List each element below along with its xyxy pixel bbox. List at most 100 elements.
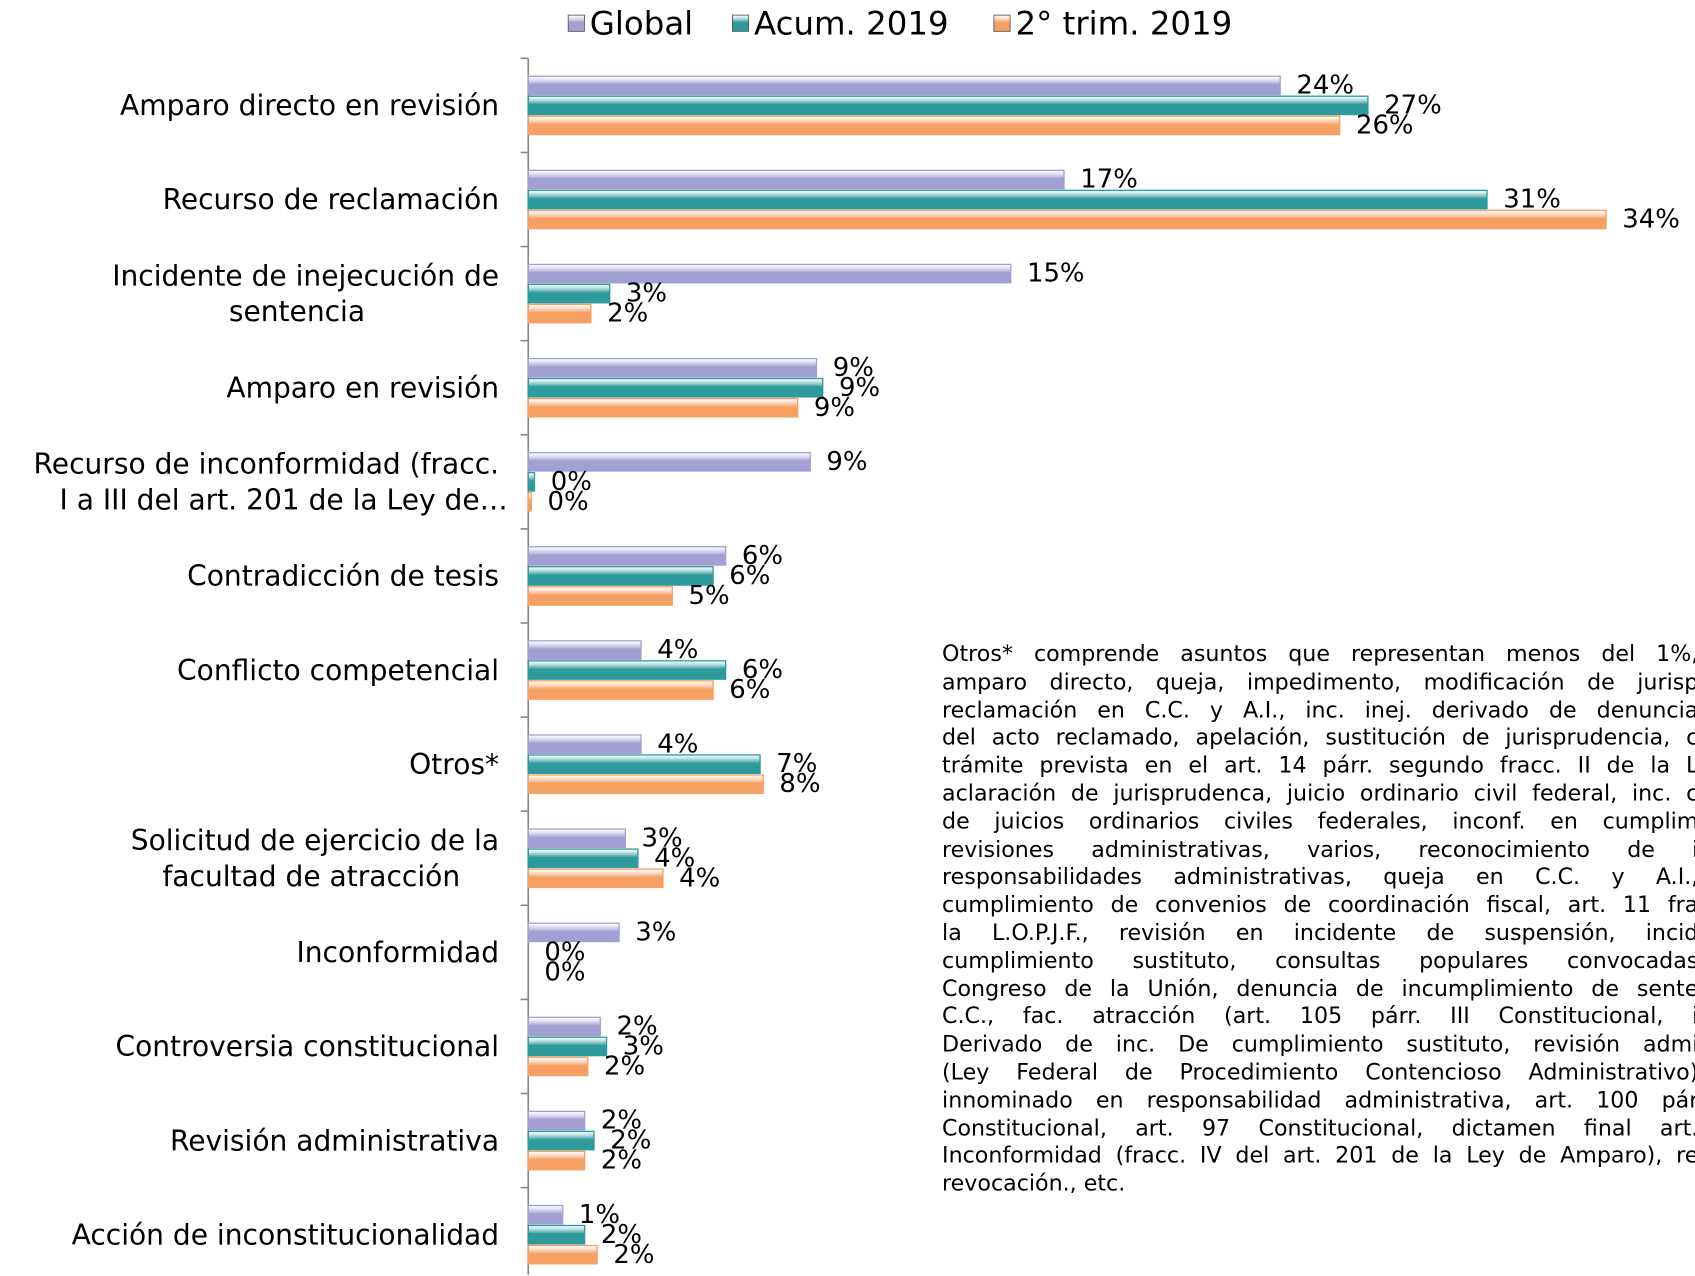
data-label: 31% bbox=[1503, 185, 1561, 215]
data-label: 3% bbox=[623, 1032, 664, 1062]
note-line: amparo directo, queja, impedimento, modi… bbox=[942, 668, 1695, 695]
bar bbox=[527, 1110, 586, 1131]
note-line: Constitucional, art. 97 Constitucional, … bbox=[942, 1114, 1695, 1141]
data-label: 17% bbox=[1080, 165, 1138, 195]
bar bbox=[527, 868, 664, 889]
note-line: cumplimiento de convenios de coordinació… bbox=[942, 891, 1695, 918]
note-line: aclaración de jurisprudenca, juicio ordi… bbox=[942, 780, 1695, 806]
data-label: 4% bbox=[657, 635, 698, 665]
bar bbox=[527, 922, 620, 943]
bar bbox=[527, 1224, 586, 1245]
legend-swatch bbox=[993, 14, 1011, 32]
data-label: 6% bbox=[742, 541, 783, 571]
data-label: 7% bbox=[776, 749, 817, 779]
category-label: Revisión administrativa bbox=[170, 1124, 499, 1157]
legend-label: Global bbox=[590, 5, 693, 43]
bar bbox=[527, 848, 639, 869]
bar bbox=[527, 377, 824, 398]
data-label: 24% bbox=[1296, 71, 1354, 101]
bar bbox=[527, 263, 1012, 284]
data-label: 9% bbox=[833, 353, 874, 383]
bar bbox=[527, 95, 1369, 116]
note-line: reclamación en C.C. y A.I., inc. inej. d… bbox=[942, 696, 1695, 723]
bar bbox=[527, 1244, 598, 1265]
data-label: 2% bbox=[601, 1220, 642, 1250]
data-label: 3% bbox=[642, 823, 683, 853]
data-label: 15% bbox=[1027, 259, 1085, 289]
data-label: 0% bbox=[551, 467, 592, 497]
note-line: (Ley Federal de Procedimiento Contencios… bbox=[942, 1058, 1695, 1085]
note-line: revocación., etc. bbox=[942, 1170, 1126, 1197]
data-label: 2% bbox=[601, 1106, 642, 1136]
bar bbox=[527, 1016, 601, 1037]
data-label: 26% bbox=[1356, 110, 1414, 140]
bar bbox=[527, 303, 592, 324]
note-line: de juicios ordinarios civiles federales,… bbox=[942, 807, 1695, 834]
bar bbox=[527, 680, 714, 700]
bar bbox=[527, 754, 761, 774]
note-box: Otros* comprende asuntos que representan… bbox=[942, 641, 1695, 1198]
note-line: la L.O.P.J.F., revisión en incidente de … bbox=[942, 919, 1695, 946]
note-line: responsabilidades administrativas, queja… bbox=[942, 863, 1695, 890]
data-label: 27% bbox=[1384, 91, 1442, 121]
data-label: 0% bbox=[544, 957, 585, 987]
bar bbox=[527, 1036, 608, 1057]
data-label: 2% bbox=[613, 1240, 654, 1270]
note-line: Derivado de inc. De cumplimiento sustitu… bbox=[942, 1030, 1695, 1057]
note-line: Congreso de la Unión, denuncia de incump… bbox=[942, 975, 1695, 1002]
bar bbox=[527, 397, 799, 418]
category-label: Amparo directo en revisión bbox=[120, 89, 499, 122]
note-line: trámite prevista en el art. 14 párr. seg… bbox=[942, 752, 1695, 779]
bar bbox=[527, 546, 727, 566]
data-label: 5% bbox=[689, 581, 730, 611]
bar bbox=[527, 586, 674, 606]
data-label: 2% bbox=[604, 1052, 645, 1082]
note-line: Otros* comprende asuntos que representan… bbox=[942, 640, 1695, 667]
bar bbox=[527, 75, 1281, 96]
bar bbox=[527, 660, 727, 680]
category-label: Solicitud de ejercicio de la facultad de … bbox=[131, 824, 499, 893]
bar bbox=[527, 209, 1607, 230]
note-line: C.C., fac. atracción (art. 105 párr. III… bbox=[942, 1003, 1695, 1029]
data-label: 34% bbox=[1622, 205, 1680, 235]
legend-label: Acum. 2019 bbox=[754, 5, 949, 43]
category-label: Inconformidad bbox=[296, 936, 499, 969]
legend-swatch bbox=[567, 14, 585, 32]
bar bbox=[527, 1056, 589, 1077]
data-label: 6% bbox=[742, 655, 783, 685]
data-label: 6% bbox=[729, 561, 770, 591]
note-line: Inconformidad (fracc. IV del art. 201 de… bbox=[942, 1142, 1695, 1169]
legend-swatch bbox=[732, 14, 750, 32]
bar bbox=[527, 491, 533, 512]
bar bbox=[527, 734, 642, 754]
bar bbox=[527, 774, 764, 794]
bar bbox=[527, 169, 1065, 190]
category-label: Conflicto competencial bbox=[177, 654, 499, 687]
bar bbox=[527, 1130, 595, 1151]
bar bbox=[527, 1150, 586, 1171]
data-label: 4% bbox=[679, 863, 720, 893]
note-line: revisiones administrativas, varios, reco… bbox=[942, 835, 1695, 862]
data-label: 2% bbox=[610, 1126, 651, 1156]
note-line: del acto reclamado, apelación, sustituci… bbox=[942, 724, 1695, 751]
data-label: 3% bbox=[635, 917, 676, 947]
note: Otros* comprende asuntos que representan… bbox=[942, 641, 1695, 1198]
data-label: 2% bbox=[607, 299, 648, 329]
legend-label: 2° trim. 2019 bbox=[1016, 5, 1233, 43]
data-label: 9% bbox=[826, 447, 867, 477]
data-label: 8% bbox=[779, 769, 820, 799]
data-label: 2% bbox=[617, 1012, 658, 1042]
bar bbox=[527, 452, 811, 472]
bar bbox=[527, 357, 818, 378]
category-label: Acción de inconstitucionalidad bbox=[72, 1218, 499, 1251]
data-label: 9% bbox=[814, 393, 855, 423]
data-label: 2% bbox=[601, 1146, 642, 1176]
data-label: 6% bbox=[729, 675, 770, 705]
data-label: 4% bbox=[657, 729, 698, 759]
note-line: cumplimiento sustituto, consultas popula… bbox=[942, 947, 1695, 974]
bar bbox=[527, 115, 1341, 136]
category-label: Recurso de reclamación bbox=[163, 183, 499, 216]
category-label: Recurso de inconformidad (fracc. I a III … bbox=[34, 448, 508, 517]
